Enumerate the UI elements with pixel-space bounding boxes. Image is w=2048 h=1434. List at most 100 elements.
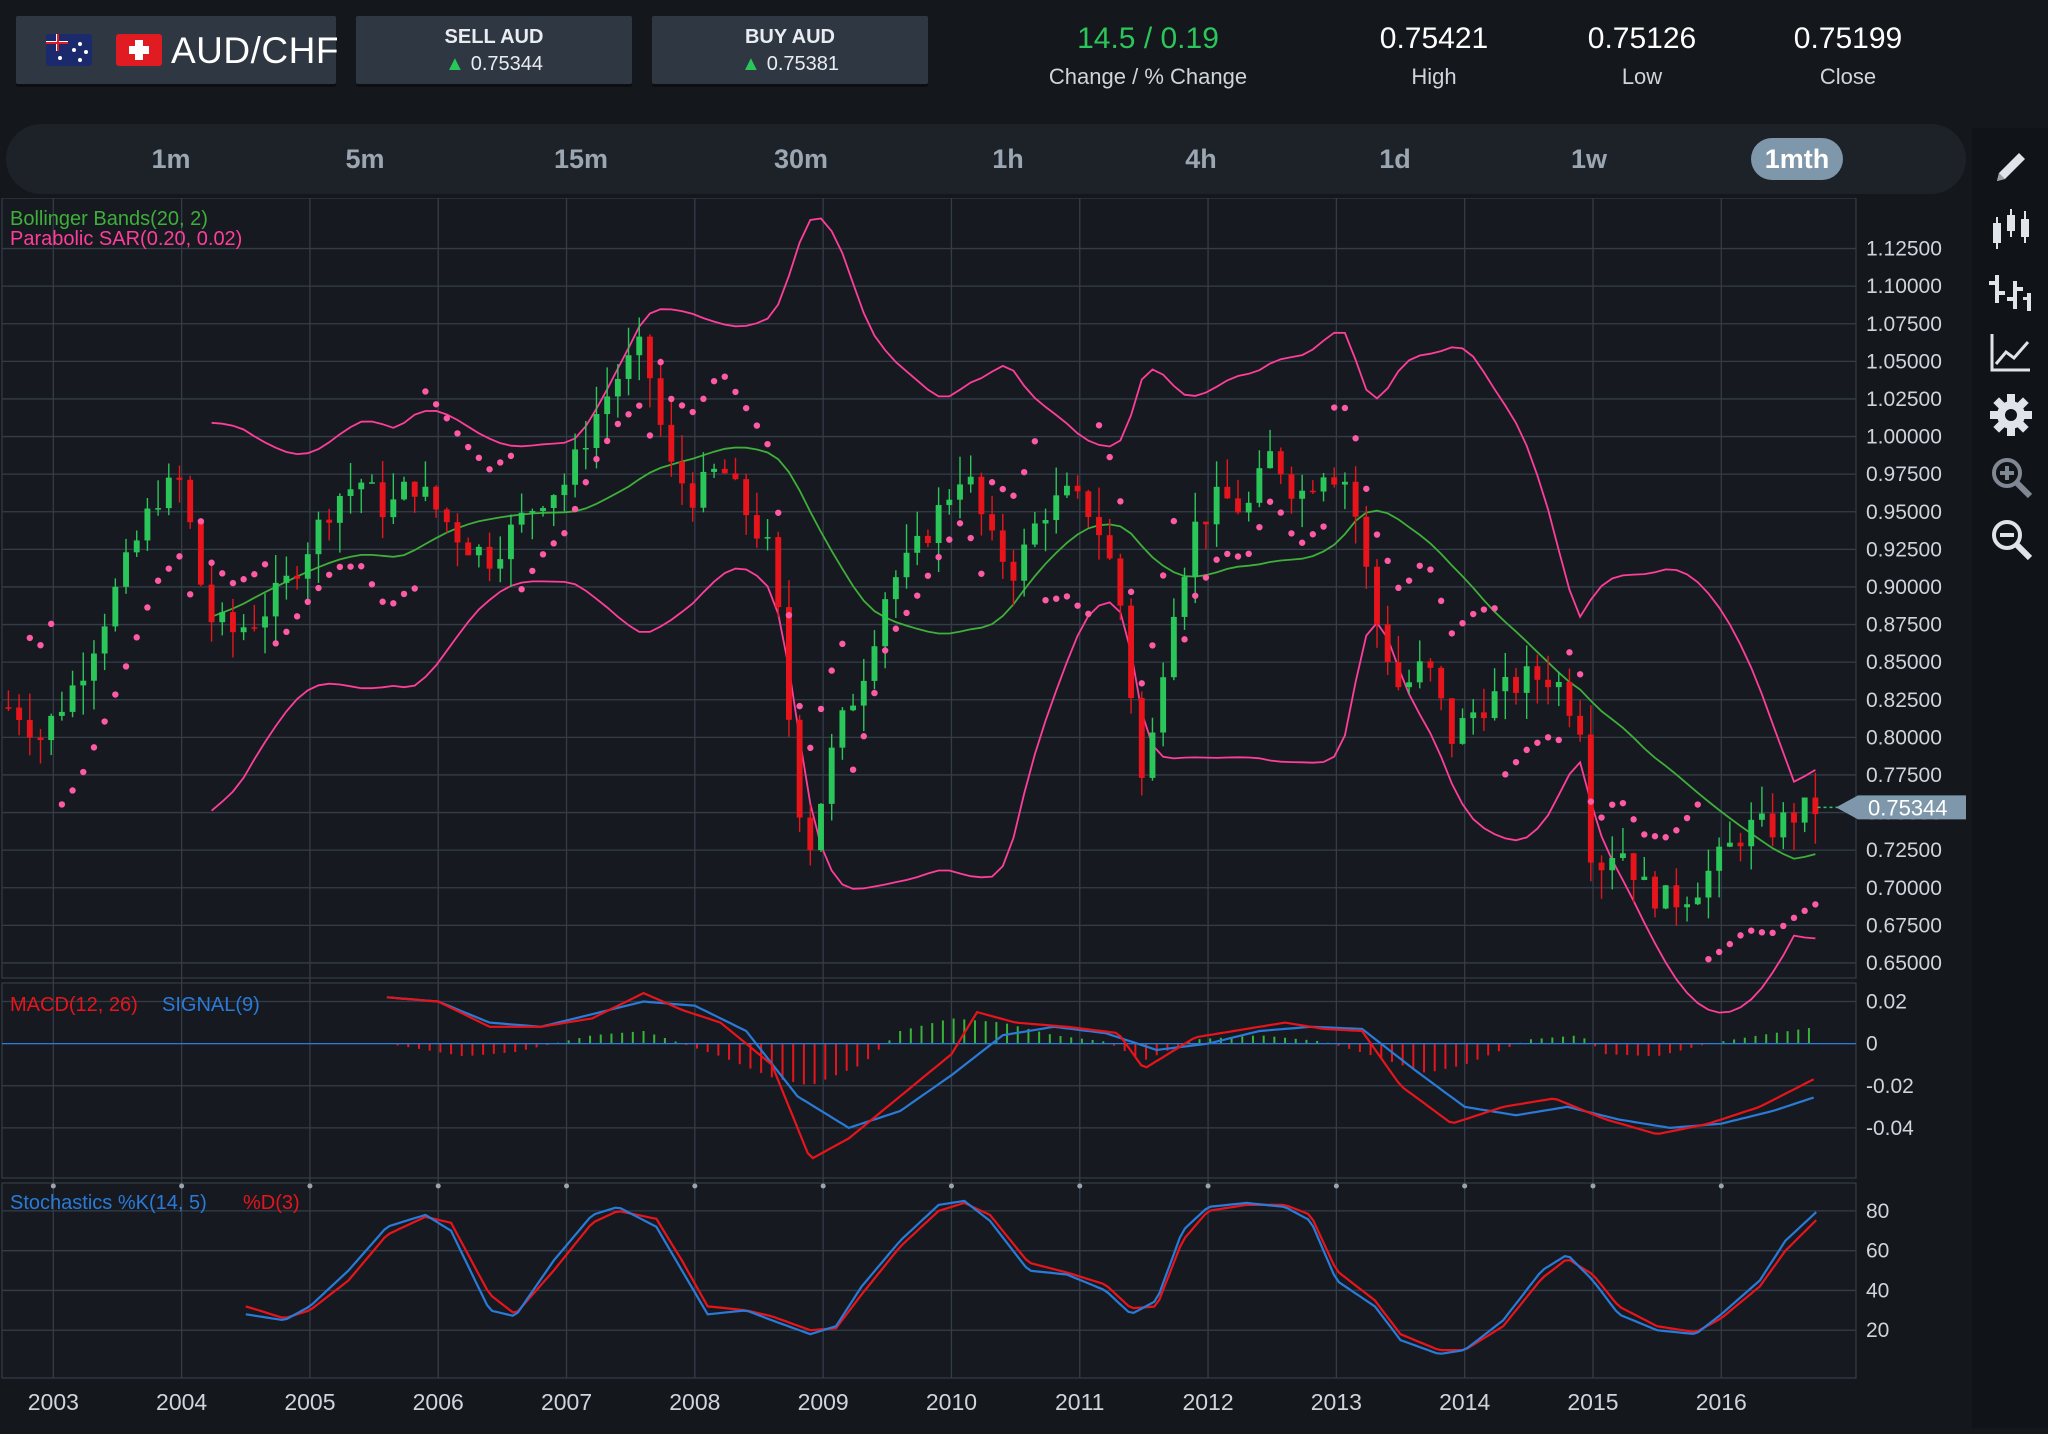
sar-dot [251, 571, 258, 578]
up-candle [540, 508, 546, 511]
down-candle [679, 461, 685, 484]
sar-dot [1010, 492, 1017, 499]
chart-axes: 1.12500 1.10000 1.07500 1.05000 1.02500 1.000… [28, 238, 1967, 1415]
timeframe-1w[interactable]: 1w [1570, 144, 1608, 174]
sar-dot [988, 479, 996, 486]
down-candle [657, 378, 664, 425]
up-candle [1694, 897, 1701, 905]
down-candle [668, 424, 675, 462]
macd-panel-frame [1, 982, 1857, 1179]
sar-dot [154, 577, 162, 584]
up-candle [58, 711, 65, 716]
up-candle [1192, 521, 1199, 577]
sar-dot [593, 455, 600, 463]
down-candle [1384, 624, 1391, 662]
sar-dot [1491, 605, 1498, 612]
up-candle [625, 355, 632, 379]
up-candle [1245, 502, 1252, 513]
down-candle [208, 584, 215, 623]
sar-dot [1149, 642, 1156, 649]
tick-dot [1590, 1183, 1596, 1189]
down-candle [37, 737, 44, 741]
up-candle [91, 653, 97, 681]
down-candle [732, 473, 739, 480]
up-candle [1170, 616, 1177, 678]
sar-dot [1320, 523, 1327, 530]
sar-dot [1630, 816, 1637, 823]
settings-icon[interactable] [1986, 390, 2036, 440]
up-candle [1726, 842, 1733, 847]
up-candle [1267, 451, 1274, 469]
down-candle [251, 627, 258, 629]
up-candle [1031, 523, 1038, 545]
chart-area[interactable]: 1.12500 1.10000 1.07500 1.05000 1.02500 1.000… [0, 197, 1967, 1429]
candlestick-icon[interactable] [1986, 204, 2036, 254]
up-candle [882, 599, 889, 647]
up-candle [957, 484, 963, 500]
bollinger-legend: Bollinger Bands(20, 2) [10, 208, 208, 230]
signal-line [386, 996, 1815, 1130]
up-candle [1149, 732, 1156, 778]
zoom-out-icon[interactable] [1986, 514, 2036, 564]
tick-dot [820, 1183, 826, 1189]
timeframe-4h[interactable]: 4h [1185, 144, 1217, 174]
pencil-icon[interactable] [1986, 142, 2036, 192]
down-candle [1224, 486, 1231, 499]
sell-button[interactable]: SELL AUD ▲ 0.75344 [356, 16, 632, 84]
sar-dot [165, 565, 172, 572]
year-axis-label: 2007 [541, 1389, 592, 1415]
buy-button[interactable]: BUY AUD ▲ 0.75381 [652, 16, 928, 84]
sar-dot [1566, 649, 1573, 656]
timeframe-1mth[interactable]: 1mth [1751, 138, 1843, 180]
timeframe-30m[interactable]: 30m [773, 144, 829, 174]
up-candle [1459, 718, 1466, 744]
down-candle [1202, 521, 1209, 525]
zoom-in-icon[interactable] [1986, 452, 2036, 502]
down-candle [1331, 477, 1338, 485]
timeframe-5m[interactable]: 5m [345, 144, 385, 174]
line-chart-icon[interactable] [1986, 328, 2036, 378]
down-candle [1480, 712, 1487, 719]
up-arrow-icon: ▲ [444, 53, 465, 75]
up-candle [700, 471, 707, 508]
macd-legend: MACD(12, 26) [10, 994, 138, 1016]
up-candle [1555, 682, 1562, 688]
currency-pair-selector[interactable]: AUD/CHF [16, 16, 338, 84]
macd-axis-tick: -0.04 [1866, 1117, 1914, 1140]
sar-dot [1437, 597, 1445, 605]
sar-dot [1715, 948, 1723, 956]
up-candle [315, 519, 322, 555]
down-candle [411, 481, 418, 497]
timeframe-1d[interactable]: 1d [1379, 144, 1411, 174]
timeframe-15m[interactable]: 15m [553, 144, 609, 174]
year-axis-label: 2006 [413, 1389, 464, 1415]
timeframe-1m[interactable]: 1m [151, 144, 191, 174]
tick-dot [1077, 1183, 1083, 1189]
up-candle [1684, 904, 1691, 908]
sar-dot [1737, 932, 1744, 939]
macd-panel [2, 991, 1856, 1160]
price-chart[interactable]: 1.12500 1.10000 1.07500 1.05000 1.02500 1.000… [0, 197, 1967, 1429]
up-candle [967, 476, 974, 485]
up-candle [518, 512, 525, 525]
sell-price: 0.75344 [470, 53, 544, 75]
down-candle [5, 707, 12, 709]
sar-dot [646, 432, 654, 439]
sar-dot [903, 609, 910, 617]
sar-dot [1598, 814, 1605, 821]
tick-dot [179, 1183, 185, 1189]
sar-dot [689, 408, 696, 416]
up-candle [144, 508, 151, 541]
up-candle [871, 646, 878, 681]
chart-legends: Bollinger Bands(20, 2)Parabolic SAR(0.20… [10, 208, 300, 1214]
sar-dot [1341, 404, 1349, 412]
down-candle [1374, 566, 1380, 625]
up-candle [1801, 797, 1808, 823]
timeframe-1h[interactable]: 1h [992, 144, 1024, 174]
ohlc-icon[interactable] [1986, 266, 2036, 316]
up-candle [561, 484, 568, 496]
current-price-label: 0.75344 [1868, 795, 1948, 820]
down-candle [1630, 853, 1637, 880]
sar-dot [1192, 592, 1199, 599]
up-candle [1042, 520, 1049, 524]
